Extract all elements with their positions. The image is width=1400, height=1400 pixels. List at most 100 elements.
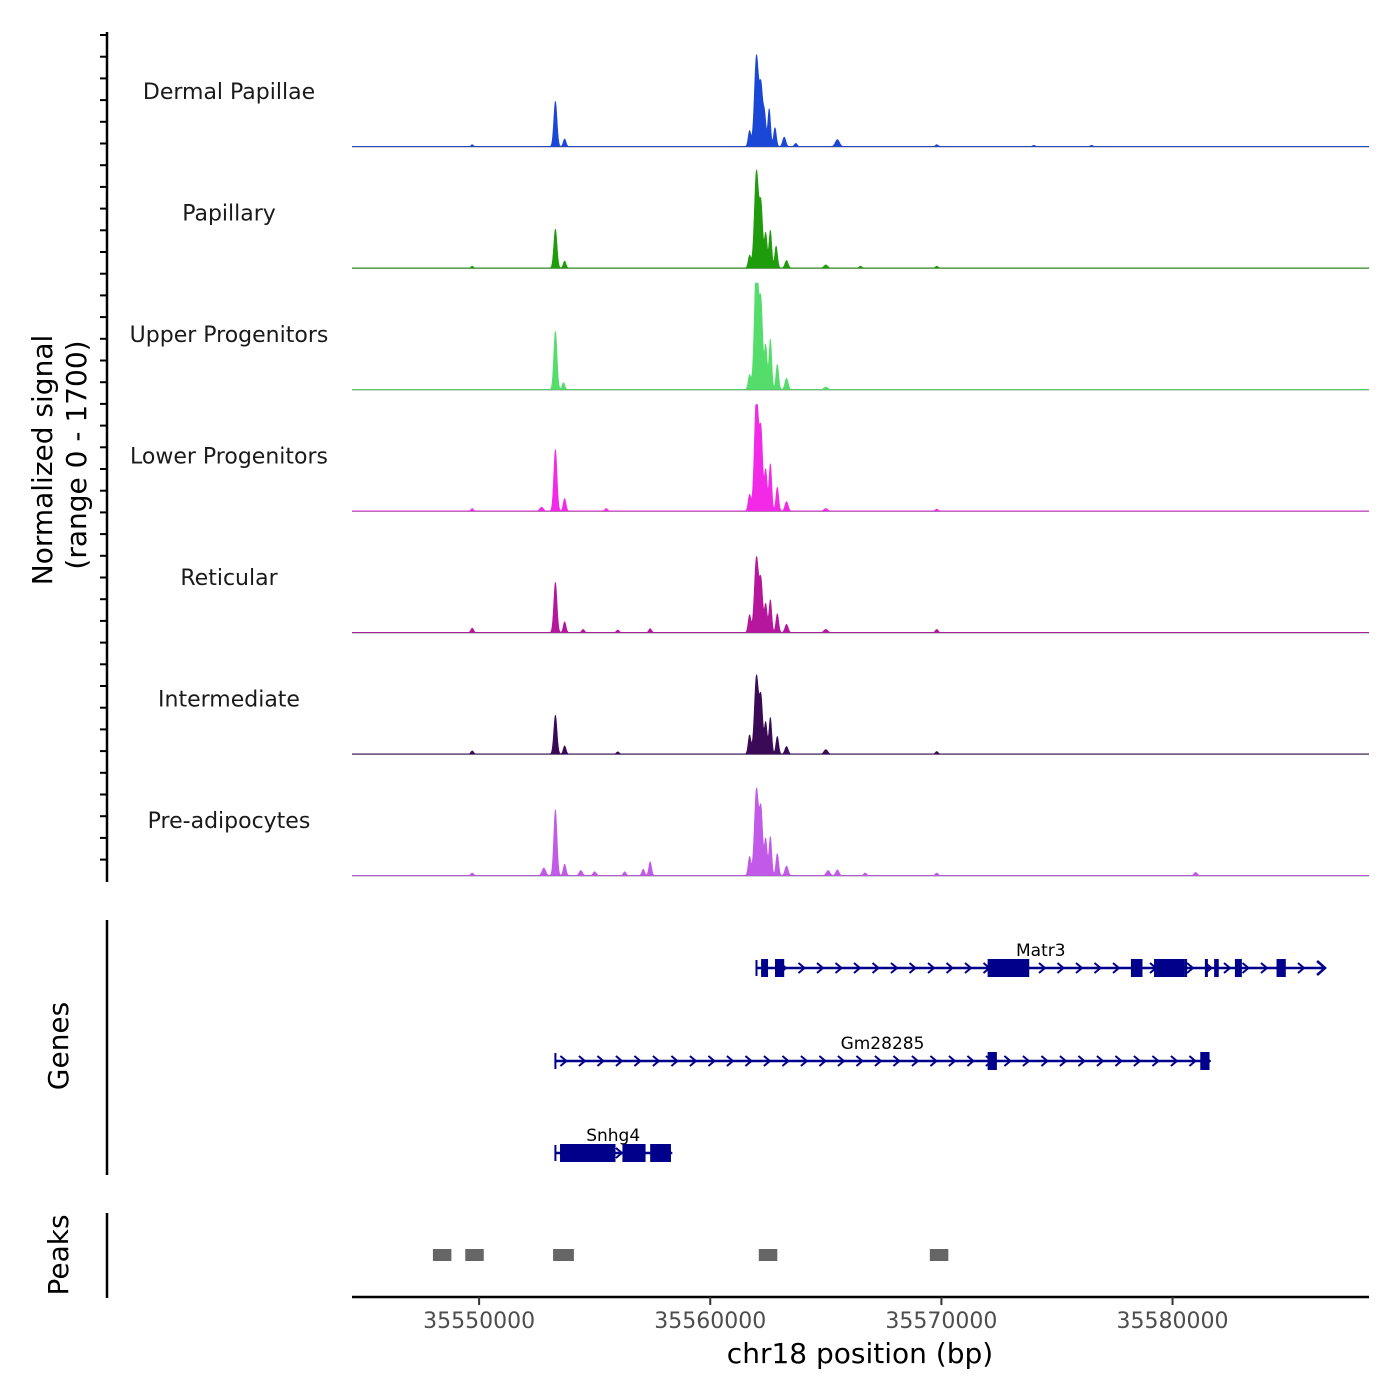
- strand-chevron: [1056, 962, 1066, 974]
- x-tick-label: 35550000: [423, 1309, 535, 1334]
- coverage-area: [352, 787, 1369, 876]
- track-label: Dermal Papillae: [143, 80, 315, 105]
- strand-chevron: [1093, 962, 1103, 974]
- strand-chevron: [1170, 1055, 1179, 1067]
- coverage-track: Upper Progenitors: [130, 282, 1369, 391]
- strand-chevron: [615, 1147, 624, 1159]
- peaks-track-title: Peaks: [42, 1214, 75, 1295]
- strand-chevron: [929, 1055, 938, 1067]
- strand-chevron: [744, 1055, 753, 1067]
- strand-chevron: [633, 1055, 642, 1067]
- genes-track-title: Genes: [42, 1002, 75, 1090]
- strand-chevron: [1075, 962, 1084, 974]
- strand-chevron: [837, 1055, 846, 1067]
- coverage-track: Reticular: [180, 555, 1369, 634]
- gene-track: Matr3 Gm28285 Snhg4: [554, 941, 1327, 1162]
- strand-chevron: [911, 1055, 920, 1067]
- coverage-area: [352, 169, 1369, 269]
- coverage-area: [352, 555, 1369, 633]
- x-axis-ticks: 35550000 35560000 35570000 35580000: [423, 1297, 1229, 1334]
- strand-chevron: [781, 1055, 790, 1067]
- coverage-track: Dermal Papillae: [143, 54, 1369, 148]
- strand-chevron: [1133, 1055, 1142, 1067]
- exon: [761, 959, 769, 977]
- peak-region: [465, 1249, 484, 1261]
- coverage-area: [352, 404, 1369, 512]
- strand-chevron: [689, 1055, 698, 1067]
- strand-chevron: [578, 1055, 587, 1067]
- strand-chevron: [800, 1055, 809, 1067]
- strand-chevron: [945, 962, 955, 974]
- strand-chevron: [948, 1055, 957, 1067]
- x-tick-label: 35570000: [885, 1309, 997, 1334]
- exon: [1276, 959, 1286, 977]
- exon: [650, 1144, 671, 1162]
- strand-chevron: [1059, 1055, 1068, 1067]
- strand-chevron: [559, 1055, 568, 1067]
- exon: [1234, 959, 1242, 977]
- strand-chevron: [652, 1055, 661, 1067]
- strand-chevron: [1096, 1055, 1105, 1067]
- strand-chevron: [1223, 962, 1232, 974]
- strand-chevron: [670, 1055, 679, 1067]
- strand-chevron: [874, 1055, 883, 1067]
- track-label: Intermediate: [158, 688, 300, 713]
- exon: [622, 1144, 646, 1162]
- strand-chevron: [1022, 1055, 1031, 1067]
- strand-chevron: [853, 962, 862, 974]
- coverage-track: Intermediate: [158, 674, 1369, 755]
- strand-chevron: [1077, 1055, 1086, 1067]
- gene-name: Snhg4: [586, 1126, 640, 1146]
- strand-chevron: [890, 962, 899, 974]
- x-tick-label: 35580000: [1117, 1309, 1229, 1334]
- strand-chevron: [1186, 962, 1195, 974]
- strand-chevron: [797, 962, 807, 974]
- gene-matr3: Matr3: [755, 941, 1327, 977]
- coverage-tracks: Dermal Papillae Papillary Upper Progenitor…: [130, 54, 1369, 877]
- gene-end-arrow: [1316, 960, 1327, 976]
- exon: [1214, 959, 1219, 977]
- strand-chevron: [1114, 1055, 1123, 1067]
- strand-chevron: [908, 962, 918, 974]
- exon: [560, 1144, 616, 1162]
- strand-chevron: [1040, 1055, 1049, 1067]
- strand-chevron: [892, 1055, 901, 1067]
- strand-chevron: [1038, 962, 1047, 974]
- exon: [987, 959, 1030, 977]
- strand-chevron: [816, 962, 825, 974]
- strand-chevron: [871, 962, 881, 974]
- y-axis-title-line1: Normalized signal: [26, 335, 59, 586]
- strand-chevron: [834, 962, 844, 974]
- strand-chevron: [596, 1055, 605, 1067]
- strand-chevron: [1260, 962, 1269, 974]
- exon: [987, 1052, 997, 1070]
- strand-chevron: [1151, 1055, 1160, 1067]
- strand-chevron: [1188, 1055, 1197, 1067]
- x-axis-title: chr18 position (bp): [727, 1337, 993, 1370]
- gene-end-arrow: [662, 1145, 673, 1161]
- peak-region: [929, 1249, 949, 1261]
- strand-chevron: [726, 1055, 735, 1067]
- coverage-track: Pre-adipocytes: [148, 787, 1369, 877]
- strand-chevron: [1112, 962, 1121, 974]
- peak-region: [758, 1249, 778, 1261]
- track-label: Pre-adipocytes: [148, 809, 311, 834]
- coverage-area: [352, 54, 1369, 147]
- peak-region: [553, 1249, 574, 1261]
- strand-chevron: [763, 1055, 772, 1067]
- track-label: Papillary: [182, 202, 276, 227]
- coverage-area: [352, 674, 1369, 755]
- signal-y-ticks: [100, 34, 107, 861]
- exon: [1204, 959, 1208, 977]
- strand-chevron: [1297, 962, 1306, 974]
- gene-name: Matr3: [1016, 941, 1066, 961]
- coverage-track: Lower Progenitors: [130, 404, 1369, 512]
- strand-chevron: [818, 1055, 827, 1067]
- strand-chevron: [966, 1055, 975, 1067]
- gene-gm28285: Gm28285: [554, 1034, 1212, 1070]
- gene-name: Gm28285: [841, 1034, 925, 1054]
- gene-snhg4: Snhg4: [554, 1126, 673, 1162]
- strand-chevron: [615, 1055, 624, 1067]
- coverage-area: [352, 282, 1369, 390]
